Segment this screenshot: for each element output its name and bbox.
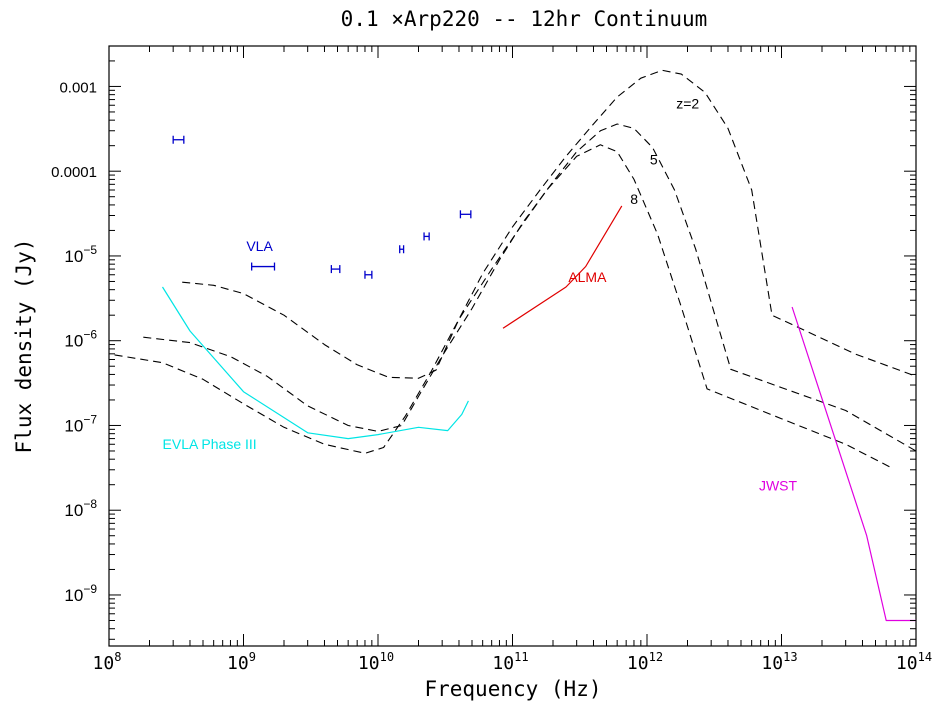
y-axis-label: Flux density (Jy) [12, 239, 36, 454]
x-tick-label: 1010 [358, 650, 394, 674]
annotation-jwst: JWST [759, 478, 798, 494]
series-line-5 [143, 123, 917, 452]
x-tick-label: 1014 [896, 650, 932, 674]
vla-point [423, 232, 430, 241]
y-tick-label: 10−9 [64, 582, 97, 605]
annotation-vla: VLA [246, 238, 273, 254]
x-tick-label: 1013 [761, 650, 797, 674]
series-line-evla-phase-iii [161, 286, 469, 440]
y-tick-label: 10−6 [64, 328, 97, 351]
series-line-z-2 [182, 69, 917, 379]
chart-title: 0.1 ×Arp220 -- 12hr Continuum [341, 7, 708, 31]
x-tick-label: 1012 [627, 650, 663, 674]
x-axis: 108 109 1010 1011 1012 1013 1014 [93, 46, 932, 674]
vla-point [399, 245, 405, 254]
annotation-z-2: z=2 [676, 95, 699, 111]
x-axis-label: Frequency (Hz) [424, 677, 601, 701]
vla-point [364, 270, 373, 279]
x-tick-label: 108 [93, 650, 122, 674]
vla-point [330, 265, 341, 274]
vla-point [172, 135, 185, 144]
series-line-8 [114, 144, 892, 468]
y-tick-label: 10−5 [64, 243, 97, 266]
x-tick-label: 1011 [492, 650, 528, 674]
y-axis: 10−9 10−8 10−7 10−6 10−5 0.0001 0.001 [51, 45, 916, 640]
plot-frame [108, 45, 917, 647]
annotation-8: 8 [630, 191, 638, 207]
y-tick-label: 0.0001 [51, 164, 97, 181]
series-line-jwst [791, 306, 916, 622]
y-tick-label: 10−7 [64, 412, 97, 435]
vla-point [251, 262, 276, 271]
y-tick-label: 0.001 [59, 79, 97, 96]
series-line-alma [502, 205, 623, 329]
y-tick-label: 10−8 [64, 497, 97, 520]
annotation-evla-phase-iii: EVLA Phase III [163, 436, 257, 452]
x-tick-label: 109 [227, 650, 256, 674]
annotation-5: 5 [650, 151, 658, 167]
plot-area: z=2 5 8 VLA ALMA EVLA Phase III JWST [108, 45, 917, 647]
vla-point [459, 210, 472, 219]
annotation-alma: ALMA [568, 269, 607, 285]
